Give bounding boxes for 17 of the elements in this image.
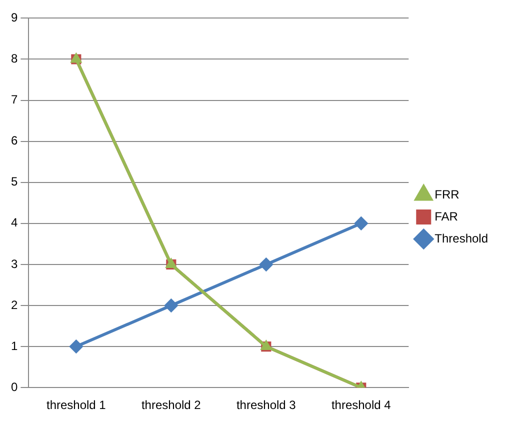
legend-label: Threshold <box>434 231 488 246</box>
y-tick-label: 6 <box>10 134 18 148</box>
y-tick-label: 8 <box>10 52 18 66</box>
y-tick-label: 5 <box>10 174 18 189</box>
legend-label: FRR <box>434 187 460 202</box>
y-tick-label: 4 <box>10 216 18 230</box>
x-tick-label: threshold 1 <box>46 398 106 412</box>
x-tick-label: threshold 4 <box>331 398 392 412</box>
y-tick-label: 0 <box>10 380 18 394</box>
y-tick-label: 1 <box>10 338 18 353</box>
y-tick-label: 2 <box>10 298 18 312</box>
y-tick-label: 9 <box>10 10 18 25</box>
x-tick-label: threshold 3 <box>236 398 296 412</box>
y-tick-label: 3 <box>10 256 18 271</box>
legend-label: FAR <box>434 209 458 224</box>
y-tick-label: 7 <box>10 92 18 107</box>
x-tick-label: threshold 2 <box>141 398 202 412</box>
